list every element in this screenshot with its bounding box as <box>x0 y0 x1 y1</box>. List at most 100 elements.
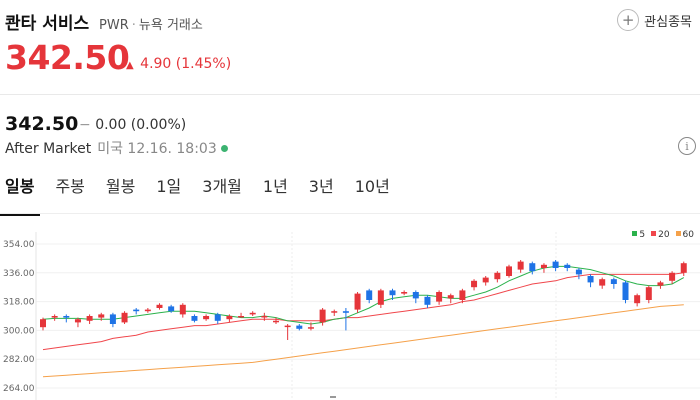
candle-body <box>354 293 361 310</box>
candle-body <box>645 287 652 300</box>
candle-body <box>436 292 443 302</box>
tab-6[interactable]: 3년 <box>308 177 334 196</box>
candle-body <box>552 261 559 268</box>
flat-symbol: − <box>79 117 91 133</box>
candle-body <box>86 316 93 321</box>
candle-body <box>168 306 175 312</box>
candle-body <box>342 311 349 313</box>
add-watchlist-button[interactable]: + 관심종목 <box>617 9 692 31</box>
candle-body <box>284 325 291 328</box>
candle-body <box>634 295 641 304</box>
candle-body <box>459 290 466 300</box>
after-market-price: 342.50 <box>5 113 79 135</box>
candle-body <box>575 269 582 275</box>
candle-body <box>622 282 629 300</box>
candle-body <box>296 325 303 329</box>
candle-body <box>109 314 116 324</box>
candle-body <box>238 316 245 318</box>
tab-7[interactable]: 10년 <box>354 177 390 196</box>
change-percent: (1.45%) <box>175 56 232 72</box>
candle-body <box>249 312 256 315</box>
watchlist-label: 관심종목 <box>644 14 692 30</box>
tab-0[interactable]: 일봉 <box>0 173 41 216</box>
legend-swatch <box>675 231 681 236</box>
candle-body <box>121 312 128 323</box>
tab-4[interactable]: 3개월 <box>202 177 242 196</box>
y-tick-label: 336.00 <box>3 269 35 279</box>
stock-name: 콴타 서비스 <box>5 14 90 34</box>
candle-body <box>482 277 489 283</box>
candle-body <box>377 290 384 305</box>
tab-3[interactable]: 1일 <box>156 177 182 196</box>
legend-swatch <box>651 231 657 236</box>
candle-body <box>599 279 606 286</box>
price-change: ▲ 4.90 (1.45%) <box>126 56 231 72</box>
candle-body <box>471 280 478 288</box>
period-tabs: 일봉 주봉 월봉 1일 3개월 1년 3년 10년 <box>0 173 406 216</box>
candle-body <box>307 327 314 329</box>
candle-body <box>494 272 501 280</box>
candle-body <box>366 290 373 300</box>
candle-body <box>331 311 338 313</box>
y-tick-label: 300.00 <box>3 326 35 336</box>
candle-body <box>74 319 81 323</box>
divider <box>0 94 700 95</box>
tab-5[interactable]: 1년 <box>262 177 288 196</box>
ma20-line <box>42 272 684 351</box>
y-tick-label: 264.00 <box>3 384 35 394</box>
candle-body <box>657 282 664 286</box>
candle-body <box>203 316 210 320</box>
candle-body <box>319 309 326 323</box>
candlestick-chart[interactable]: 354.00 336.00 318.00 300.00 282.00 264.00 <box>0 222 700 400</box>
candle-body <box>680 263 687 273</box>
legend-item-ma20: 20 <box>651 230 670 240</box>
legend-label: 60 <box>682 230 694 240</box>
candle-body <box>564 264 571 268</box>
ma60-line <box>42 304 684 378</box>
candle-body <box>214 314 221 321</box>
candle-body <box>447 295 454 299</box>
candle-body <box>610 279 617 284</box>
plus-icon: + <box>617 9 640 31</box>
tab-2[interactable]: 월봉 <box>105 177 136 196</box>
ma5-line <box>42 265 685 325</box>
candle-body <box>156 304 163 308</box>
stock-ticker: PWR <box>99 18 129 33</box>
tab-1[interactable]: 주봉 <box>55 177 85 196</box>
candle-body <box>669 272 676 281</box>
legend-label: 5 <box>639 230 646 240</box>
legend-item-ma5: 5 <box>632 230 645 240</box>
after-market-change-value: 0.00 (0.00%) <box>95 117 187 133</box>
candle-body <box>144 309 151 312</box>
candle-body <box>540 264 547 268</box>
after-market-timestamp: 미국 12.16. 18:03 <box>97 141 217 157</box>
candle-body <box>133 309 140 312</box>
change-value: 4.90 <box>140 56 172 72</box>
scroll-handle <box>330 396 336 398</box>
live-status-dot <box>220 145 228 152</box>
candle-body <box>179 304 186 315</box>
candle-body <box>51 316 58 318</box>
legend-label: 20 <box>658 230 670 240</box>
chart-legend: 5 20 60 <box>632 230 694 240</box>
info-icon[interactable]: i <box>678 137 696 155</box>
tabs-divider <box>0 213 700 214</box>
candle-body <box>424 296 431 305</box>
candle-body <box>506 266 512 276</box>
candle-body <box>226 316 233 320</box>
after-market-label: After Market <box>5 141 92 157</box>
y-tick-label: 354.00 <box>3 240 35 250</box>
after-market-change: − 0.00 (0.00%) <box>79 117 186 133</box>
candle-body <box>412 292 419 299</box>
candle-body <box>517 261 524 270</box>
candle-body <box>40 319 46 328</box>
y-tick-label: 318.00 <box>3 298 35 308</box>
candle-body <box>401 292 408 294</box>
candle-body <box>587 276 594 283</box>
up-arrow-icon: ▲ <box>126 60 134 71</box>
y-tick-label: 282.00 <box>3 355 35 365</box>
separator-dot: · <box>131 18 136 33</box>
candle-body <box>261 316 268 318</box>
legend-item-ma60: 60 <box>675 230 694 240</box>
candle-body <box>389 290 396 296</box>
